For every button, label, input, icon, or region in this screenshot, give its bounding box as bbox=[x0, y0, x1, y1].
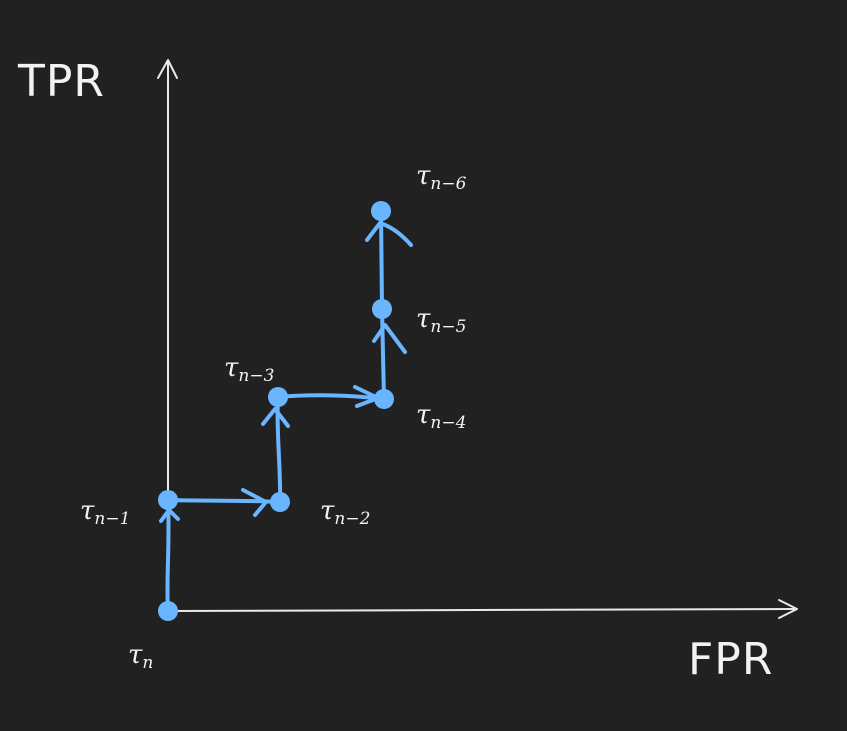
node-tau-n1 bbox=[158, 490, 178, 510]
label-tau-n1: τn−1 bbox=[80, 496, 130, 529]
label-tau-n2: τn−2 bbox=[320, 496, 370, 529]
threshold-labels: τn τn−1 τn−2 τn−3 τn−4 τn−5 τn−6 bbox=[80, 161, 467, 673]
label-tau-n4: τn−4 bbox=[416, 400, 466, 433]
node-tau-n3 bbox=[268, 387, 288, 407]
threshold-path bbox=[159, 209, 413, 613]
label-tau-n4-base: τ bbox=[416, 400, 431, 430]
label-tau-n5: τn−5 bbox=[416, 304, 466, 337]
arrowhead-n-to-n1 bbox=[159, 508, 180, 523]
label-tau-n3: τn−3 bbox=[224, 353, 274, 386]
node-tau-n4 bbox=[374, 389, 394, 409]
arrowhead-n5-to-n6 bbox=[365, 221, 413, 247]
x-axis-arrowhead bbox=[778, 599, 798, 619]
label-tau-n5-sub: n−5 bbox=[430, 317, 466, 337]
label-tau-n2-sub: n−2 bbox=[334, 509, 370, 529]
y-axis-arrowhead bbox=[157, 59, 178, 79]
label-tau-n3-sub: n−3 bbox=[238, 366, 274, 386]
label-tau-n6-base: τ bbox=[416, 161, 431, 191]
label-tau-n6-sub: n−6 bbox=[430, 174, 466, 194]
label-tau-n3-base: τ bbox=[224, 353, 239, 383]
threshold-nodes bbox=[158, 201, 394, 621]
segment-n-to-n1 bbox=[165, 498, 171, 613]
label-tau-n5-base: τ bbox=[416, 304, 431, 334]
segment-n3-to-n4 bbox=[276, 393, 386, 401]
y-axis-title: TPR bbox=[17, 56, 105, 107]
arrowhead-n1-to-n2 bbox=[241, 488, 268, 517]
node-tau-n5 bbox=[372, 299, 392, 319]
label-tau-n4-sub: n−4 bbox=[430, 413, 466, 433]
arrowhead-n2-to-n3 bbox=[261, 407, 290, 428]
label-tau-n: τn bbox=[128, 640, 153, 673]
segment-n4-to-n5 bbox=[380, 307, 386, 401]
arrowhead-n4-to-n5 bbox=[372, 323, 407, 354]
label-tau-n1-sub: n−1 bbox=[94, 509, 130, 529]
label-tau-n-base: τ bbox=[128, 640, 143, 670]
label-tau-n2-base: τ bbox=[320, 496, 335, 526]
axes bbox=[157, 59, 798, 619]
node-tau-n6 bbox=[371, 201, 391, 221]
label-tau-n1-base: τ bbox=[80, 496, 95, 526]
segment-n2-to-n3 bbox=[275, 395, 283, 504]
node-tau-n bbox=[158, 601, 178, 621]
label-tau-n6: τn−6 bbox=[416, 161, 467, 194]
x-axis-title: FPR bbox=[688, 634, 773, 685]
node-tau-n2 bbox=[270, 492, 290, 512]
x-axis-line bbox=[167, 608, 797, 612]
label-tau-n-sub: n bbox=[142, 653, 153, 673]
segment-n5-to-n6 bbox=[379, 209, 384, 311]
